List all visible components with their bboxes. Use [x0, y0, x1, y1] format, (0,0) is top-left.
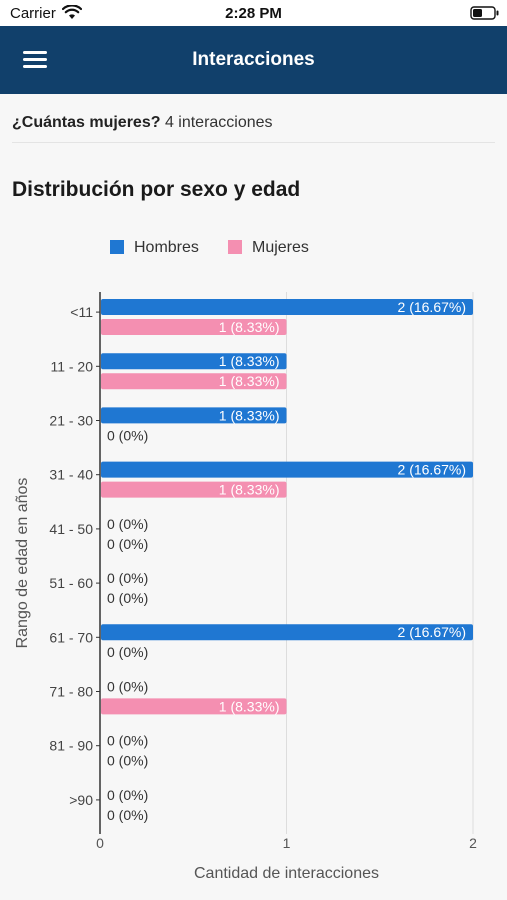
bar-label-mujeres: 0 (0%): [107, 644, 148, 660]
main-content: ¿Cuántas mujeres? 4 interacciones Distri…: [0, 94, 507, 900]
bar-hombres: [101, 624, 473, 641]
app-bar: Interacciones: [0, 26, 507, 94]
status-bar: Carrier 2:28 PM: [0, 0, 507, 26]
legend-label-hombres: Hombres: [134, 239, 199, 256]
bar-label-mujeres: 1 (8.33%): [219, 373, 280, 389]
bar-label-hombres: 0 (0%): [107, 787, 148, 803]
bar-label-hombres: 1 (8.33%): [219, 407, 280, 423]
bar-label-hombres: 0 (0%): [107, 570, 148, 586]
y-tick-label: 81 - 90: [49, 738, 93, 754]
carrier-label: Carrier: [10, 5, 56, 22]
bar-label-mujeres: 0 (0%): [107, 753, 148, 769]
bar-hombres: [101, 407, 287, 424]
hamburger-icon: [23, 51, 47, 68]
legend-label-mujeres: Mujeres: [252, 239, 309, 256]
bar-label-mujeres: 0 (0%): [107, 590, 148, 606]
bar-mujeres: [101, 698, 287, 715]
y-tick-label: 31 - 40: [49, 467, 93, 483]
bar-mujeres: [101, 481, 287, 498]
y-tick-label: 51 - 60: [49, 575, 93, 591]
bar-mujeres: [101, 319, 287, 335]
bar-label-hombres: 1 (8.33%): [219, 353, 280, 369]
x-tick-label: 2: [469, 835, 477, 851]
bar-label-hombres: 2 (16.67%): [398, 299, 466, 315]
x-tick-label: 0: [96, 835, 104, 851]
bar-hombres: [101, 353, 287, 370]
bar-label-mujeres: 0 (0%): [107, 807, 148, 823]
wifi-icon: [61, 4, 83, 25]
chart-container: Hombres Mujeres 0 1 2 Cantidad de interaccion…: [0, 94, 507, 900]
bar-mujeres: [101, 373, 287, 390]
y-tick-label: 61 - 70: [49, 629, 93, 645]
bar-hombres: [101, 299, 473, 315]
y-tick-label: 41 - 50: [49, 521, 93, 537]
y-tick-label: 71 - 80: [49, 684, 93, 700]
bar-hombres: [101, 461, 473, 478]
bar-label-hombres: 0 (0%): [107, 733, 148, 749]
menu-button[interactable]: [14, 46, 56, 76]
y-axis-title: Rango de edad en años: [14, 478, 31, 649]
page-title: Interacciones: [192, 49, 315, 70]
summary-question: ¿Cuántas mujeres?: [12, 114, 161, 131]
summary-line: ¿Cuántas mujeres? 4 interacciones: [12, 114, 273, 132]
bar-label-hombres: 2 (16.67%): [398, 624, 466, 640]
bar-label-mujeres: 1 (8.33%): [219, 482, 280, 498]
legend-swatch-mujeres: [228, 240, 242, 254]
bar-label-hombres: 0 (0%): [107, 678, 148, 694]
status-time: 2:28 PM: [225, 5, 282, 22]
divider: [12, 142, 495, 143]
bar-label-hombres: 0 (0%): [107, 516, 148, 532]
bar-label-mujeres: 1 (8.33%): [219, 319, 280, 335]
x-axis-title: Cantidad de interacciones: [194, 865, 379, 882]
y-tick-label: 21 - 30: [49, 413, 93, 429]
y-tick-label: >90: [69, 792, 93, 808]
bar-chart: Hombres Mujeres 0 1 2 Cantidad de interaccion…: [14, 239, 477, 882]
legend-swatch-hombres: [110, 240, 124, 254]
bar-label-mujeres: 1 (8.33%): [219, 698, 280, 714]
bar-label-mujeres: 0 (0%): [107, 536, 148, 552]
battery-icon: [470, 6, 500, 25]
bar-label-mujeres: 0 (0%): [107, 427, 148, 443]
y-tick-label: <11: [70, 304, 93, 320]
section-title: Distribución por sexo y edad: [12, 178, 301, 201]
bar-label-hombres: 2 (16.67%): [398, 462, 466, 478]
summary-count: 4 interacciones: [164, 114, 273, 131]
x-tick-label: 1: [283, 835, 291, 851]
y-tick-label: 11 - 20: [50, 358, 93, 374]
